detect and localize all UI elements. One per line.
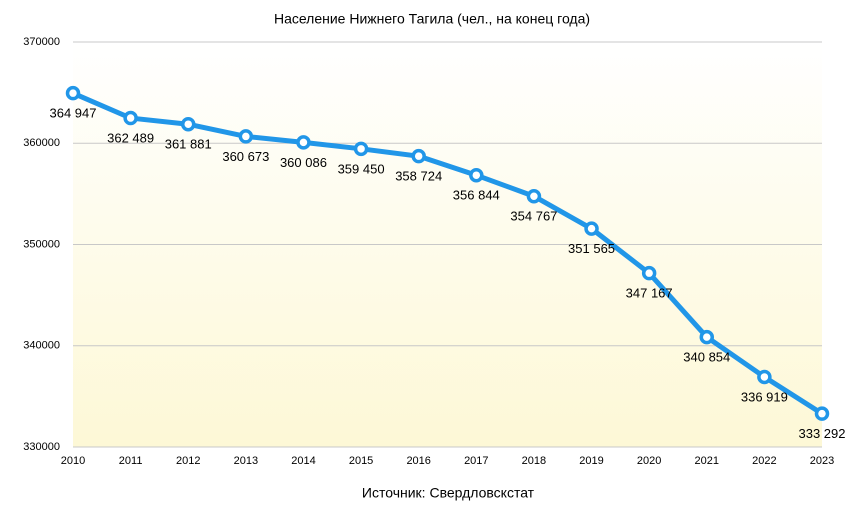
x-tick-label: 2014: [291, 455, 315, 467]
data-point: [641, 265, 657, 281]
data-label: 360 086: [280, 155, 327, 170]
data-label: 354 767: [510, 209, 557, 224]
y-tick-label: 340000: [23, 340, 60, 352]
data-point: [526, 188, 542, 204]
data-point: [469, 167, 484, 183]
data-label: 362 489: [107, 130, 154, 145]
data-point: [65, 85, 81, 101]
x-tick-label: 2010: [61, 455, 85, 467]
x-tick-label: 2016: [406, 455, 430, 467]
caption: Источник: Свердловскстат: [362, 485, 535, 501]
x-tick-label: 2015: [349, 455, 373, 467]
y-tick-label: 360000: [23, 137, 60, 149]
data-label: 359 450: [338, 161, 385, 176]
data-point: [814, 406, 830, 421]
series-line: [72, 90, 824, 416]
data-label: 333 292: [799, 426, 846, 441]
y-tick-label: 330000: [23, 441, 60, 453]
data-label: 364 947: [50, 106, 97, 121]
data-point: [411, 148, 426, 164]
x-tick-label: 2023: [810, 455, 834, 467]
x-tick-label: 2021: [695, 455, 719, 467]
data-point: [123, 110, 138, 126]
x-tick-label: 2012: [176, 455, 200, 467]
data-label: 356 844: [453, 188, 500, 203]
data-label: 336 919: [741, 389, 788, 404]
x-tick-label: 2022: [752, 455, 776, 467]
data-point: [353, 141, 369, 157]
chart-title: Население Нижнего Тагила (чел., на конец…: [274, 11, 590, 27]
data-point: [296, 135, 311, 150]
data-label: 360 673: [222, 149, 269, 164]
data-point: [584, 221, 599, 236]
data-point: [238, 129, 254, 144]
data-point: [699, 329, 715, 345]
data-label: 351 565: [568, 241, 615, 256]
data-label: 361 881: [165, 137, 212, 152]
x-tick-label: 2020: [637, 455, 661, 467]
x-tick-label: 2017: [464, 455, 488, 467]
data-label: 358 724: [395, 169, 442, 184]
data-point: [757, 369, 772, 385]
x-tick-label: 2019: [579, 455, 603, 467]
data-label: 347 167: [626, 286, 673, 301]
x-tick-label: 2018: [522, 455, 546, 467]
y-tick-label: 350000: [23, 238, 60, 250]
x-tick-label: 2013: [234, 455, 258, 467]
y-tick-label: 370000: [23, 36, 60, 48]
data-label: 340 854: [683, 350, 730, 365]
x-tick-label: 2011: [119, 455, 143, 467]
data-point: [180, 116, 196, 132]
